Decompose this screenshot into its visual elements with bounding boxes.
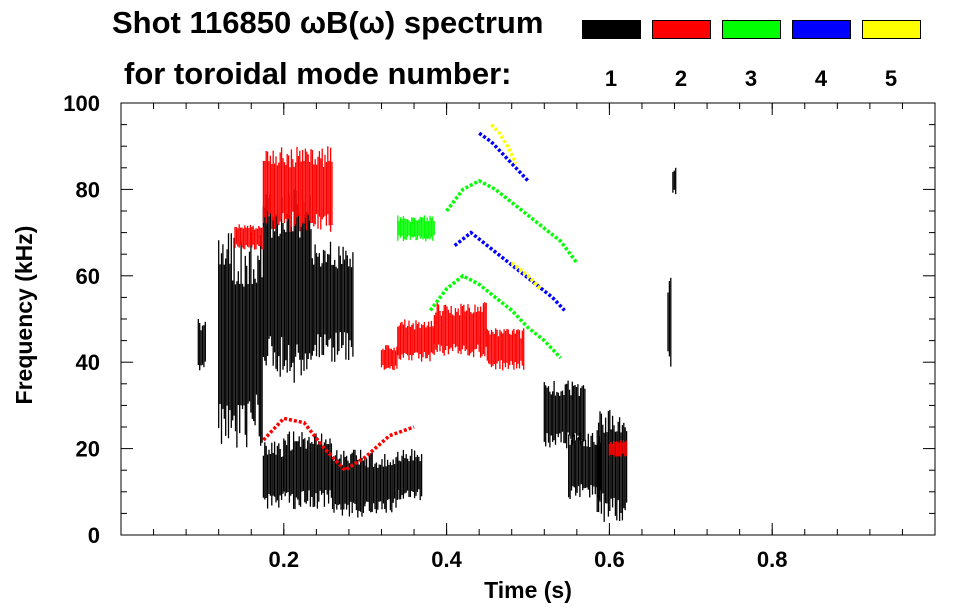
legend-swatch-mode-4 bbox=[792, 20, 851, 39]
series-n=3-curve-0 bbox=[445, 178, 579, 264]
data-marks bbox=[197, 123, 677, 522]
legend-label-mode-5: 5 bbox=[884, 66, 898, 91]
y-tick-label: 80 bbox=[76, 177, 100, 202]
legend-label-mode-2: 2 bbox=[674, 66, 688, 91]
series-n=4 bbox=[453, 131, 566, 312]
series-n=2-region-5 bbox=[486, 328, 525, 371]
series-n=1-region-9 bbox=[543, 380, 586, 449]
series-n=1-region-7 bbox=[364, 453, 399, 514]
series-n=2-region-0 bbox=[262, 146, 333, 232]
series-n=1-region-4 bbox=[262, 441, 284, 509]
y-tick-label: 0 bbox=[88, 523, 100, 548]
series-n=2-region-2 bbox=[380, 345, 398, 371]
chart-title: Shot 116850 ωB(ω) spectrum bbox=[112, 5, 544, 40]
series-n=1-region-11 bbox=[596, 409, 628, 522]
series-n=4-curve-1 bbox=[453, 230, 566, 312]
series-n=3-curve-1 bbox=[428, 273, 562, 360]
series-n=3-region-0 bbox=[397, 215, 435, 242]
y-tick-label: 100 bbox=[63, 91, 100, 116]
y-tick-label: 60 bbox=[76, 264, 100, 289]
series-n=5-curve-0 bbox=[490, 123, 518, 165]
y-tick-label: 40 bbox=[76, 350, 100, 375]
legend-swatch-mode-5 bbox=[862, 20, 921, 39]
legend-swatch-mode-1 bbox=[582, 20, 641, 39]
legend-label-mode-3: 3 bbox=[744, 66, 758, 91]
series-n=1 bbox=[197, 167, 677, 522]
series-n=1-region-5 bbox=[283, 431, 333, 510]
series-n=1-region-3 bbox=[311, 241, 354, 362]
series-n=2 bbox=[234, 146, 627, 473]
x-tick-label: 0.4 bbox=[431, 547, 462, 572]
legend-swatch-mode-3 bbox=[722, 20, 781, 39]
chart-subtitle: for toroidal mode number: bbox=[124, 56, 512, 91]
legend-swatch-mode-2 bbox=[652, 20, 711, 39]
axis-ticks: 0.2 0.4 0.6 0.8 0 20 40 60 80 100 bbox=[63, 91, 935, 572]
series-n=2-region-4 bbox=[433, 302, 487, 358]
x-tick-label: 0.8 bbox=[757, 547, 788, 572]
series-n=2-region-1 bbox=[234, 224, 264, 250]
series-n=4-curve-0 bbox=[478, 131, 530, 182]
series-n=1-region-12 bbox=[667, 277, 672, 367]
series-n=2-region-3 bbox=[397, 319, 435, 362]
y-axis-label: Frequency (kHz) bbox=[11, 226, 37, 405]
series-n=2-region-6 bbox=[608, 440, 627, 457]
series-n=1-region-13 bbox=[672, 167, 677, 195]
series-n=3 bbox=[397, 178, 579, 360]
x-axis-label: Time (s) bbox=[484, 577, 572, 603]
x-tick-label: 0.6 bbox=[594, 547, 625, 572]
series-n=1-region-10 bbox=[568, 432, 602, 500]
y-tick-label: 20 bbox=[76, 437, 100, 462]
series-n=1-region-1 bbox=[218, 232, 263, 448]
legend-label-mode-1: 1 bbox=[604, 66, 618, 91]
series-n=5 bbox=[490, 123, 542, 290]
series-n=5-curve-1 bbox=[510, 261, 542, 290]
series-n=1-region-8 bbox=[397, 449, 423, 501]
x-tick-label: 0.2 bbox=[269, 547, 300, 572]
series-n=1-region-0 bbox=[197, 319, 206, 371]
legend-label-mode-4: 4 bbox=[814, 66, 828, 91]
